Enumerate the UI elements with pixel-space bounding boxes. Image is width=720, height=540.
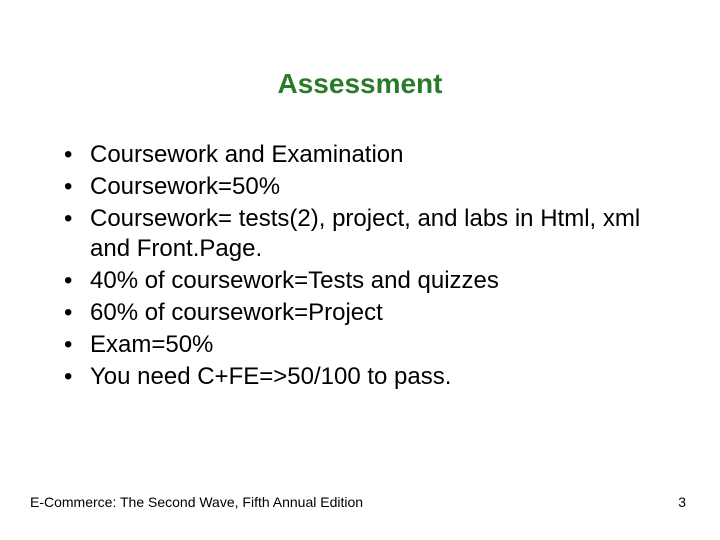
bullet-text: Coursework=50%: [90, 173, 280, 200]
bullet-text: 60% of coursework=Project: [90, 299, 383, 326]
bullet-text: Coursework and Examination: [90, 141, 404, 168]
footer-text-left: E-Commerce: The Second Wave, Fifth Annua…: [30, 494, 363, 510]
slide-title: Assessment: [0, 68, 720, 100]
list-item: 40% of coursework=Tests and quizzes: [54, 266, 666, 296]
bullet-text: 40% of coursework=Tests and quizzes: [90, 267, 499, 294]
bullet-list: Coursework and Examination Coursework=50…: [54, 140, 666, 392]
list-item: You need C+FE=>50/100 to pass.: [54, 362, 666, 392]
list-item: Coursework= tests(2), project, and labs …: [54, 204, 666, 264]
list-item: 60% of coursework=Project: [54, 298, 666, 328]
list-item: Exam=50%: [54, 330, 666, 360]
slide-body: Coursework and Examination Coursework=50…: [54, 140, 666, 394]
list-item: Coursework and Examination: [54, 140, 666, 170]
slide: Assessment Coursework and Examination Co…: [0, 0, 720, 540]
bullet-text: You need C+FE=>50/100 to pass.: [90, 363, 451, 390]
list-item: Coursework=50%: [54, 172, 666, 202]
bullet-text: Exam=50%: [90, 331, 213, 358]
bullet-text: Coursework= tests(2), project, and labs …: [90, 205, 640, 262]
footer-page-number: 3: [678, 494, 686, 510]
